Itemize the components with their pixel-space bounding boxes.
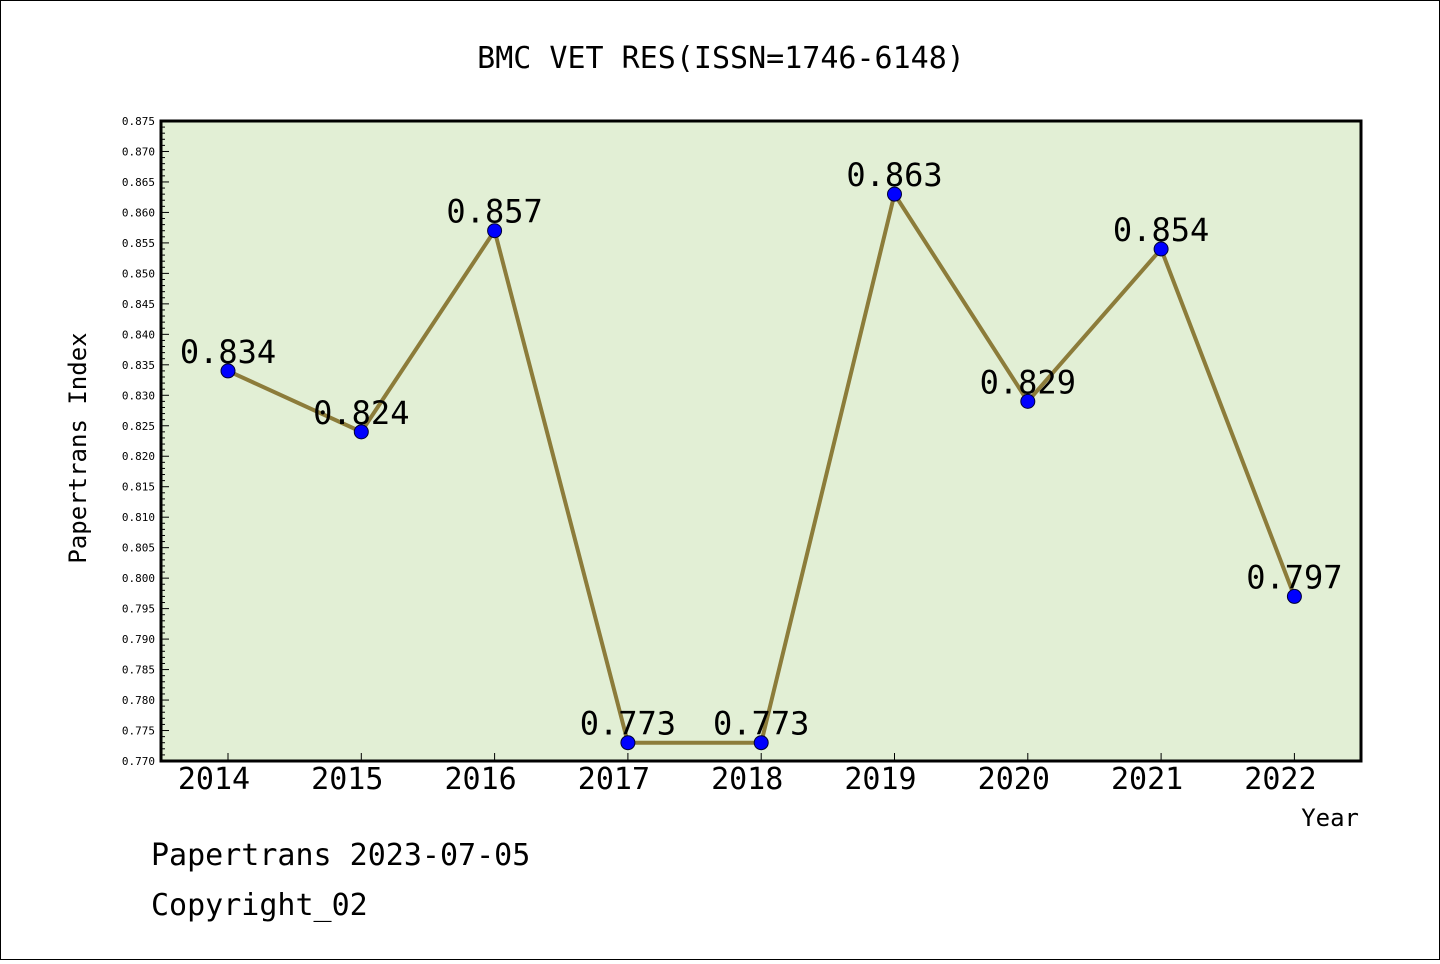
y-axis-ticks: 0.770 0.775 0.780 0.785 0.790 0.795 0.800 0.805… <box>122 115 169 768</box>
y-tick-label: 0.810 <box>122 511 155 524</box>
x-tick-label: 2017 <box>578 762 650 797</box>
data-point <box>1286 588 1302 604</box>
y-axis-label: Papertrans Index <box>64 332 92 563</box>
y-tick-label: 0.770 <box>122 755 155 768</box>
x-tick-label: 2020 <box>978 762 1050 797</box>
data-point <box>1153 241 1169 257</box>
data-label: 0.834 <box>180 333 276 371</box>
data-point <box>353 424 369 440</box>
data-label: 0.797 <box>1246 558 1342 596</box>
y-tick-label: 0.850 <box>122 267 155 280</box>
y-tick-label: 0.845 <box>122 298 155 311</box>
y-tick-label: 0.820 <box>122 450 155 463</box>
data-label: 0.854 <box>1113 211 1209 249</box>
x-tick-label: 2022 <box>1244 762 1316 797</box>
data-point <box>753 735 769 751</box>
y-tick-label: 0.785 <box>122 664 155 677</box>
plot-area <box>159 119 1363 763</box>
y-tick-label: 0.860 <box>122 206 155 219</box>
data-label: 0.829 <box>980 363 1076 401</box>
data-point <box>887 186 902 202</box>
x-axis-label: Year <box>1301 804 1359 832</box>
data-series: 0.834 0.824 0.857 0.773 0.773 0.863 0.829 0.854… <box>180 156 1343 751</box>
data-label: 0.857 <box>446 193 542 231</box>
data-point <box>487 223 503 239</box>
y-tick-label: 0.825 <box>122 420 155 433</box>
y-tick-label: 0.865 <box>122 176 155 189</box>
y-tick-label: 0.805 <box>122 542 155 555</box>
x-tick-label: 2014 <box>178 762 250 797</box>
y-tick-label: 0.795 <box>122 603 155 616</box>
y-tick-label: 0.800 <box>122 572 155 585</box>
x-axis-ticks: 2014 2015 2016 2017 2018 2019 2020 2021 2022 <box>178 753 1317 797</box>
y-tick-label: 0.855 <box>122 237 155 250</box>
y-tick-label: 0.780 <box>122 694 155 707</box>
y-tick-label: 0.875 <box>122 115 155 128</box>
data-label: 0.773 <box>713 705 809 743</box>
data-label: 0.773 <box>580 705 676 743</box>
data-point <box>620 735 636 751</box>
data-point <box>220 363 236 379</box>
y-tick-label: 0.815 <box>122 481 155 494</box>
y-tick-label: 0.830 <box>122 389 155 402</box>
x-tick-label: 2018 <box>711 762 783 797</box>
y-tick-label: 0.790 <box>122 633 155 646</box>
data-label: 0.824 <box>313 394 409 432</box>
data-point <box>1020 393 1036 409</box>
x-tick-label: 2015 <box>311 762 383 797</box>
y-tick-label: 0.775 <box>122 725 155 738</box>
data-label: 0.863 <box>846 156 942 194</box>
y-tick-label: 0.840 <box>122 328 155 341</box>
x-tick-label: 2016 <box>444 762 516 797</box>
y-tick-label: 0.870 <box>122 145 155 158</box>
y-tick-label: 0.835 <box>122 359 155 372</box>
x-tick-label: 2019 <box>844 762 916 797</box>
chart-title: BMC VET RES(ISSN=1746-6148) <box>477 41 965 76</box>
footer-copyright: Copyright_02 <box>151 888 368 923</box>
x-tick-label: 2021 <box>1111 762 1183 797</box>
footer-date: Papertrans 2023-07-05 <box>151 838 530 873</box>
